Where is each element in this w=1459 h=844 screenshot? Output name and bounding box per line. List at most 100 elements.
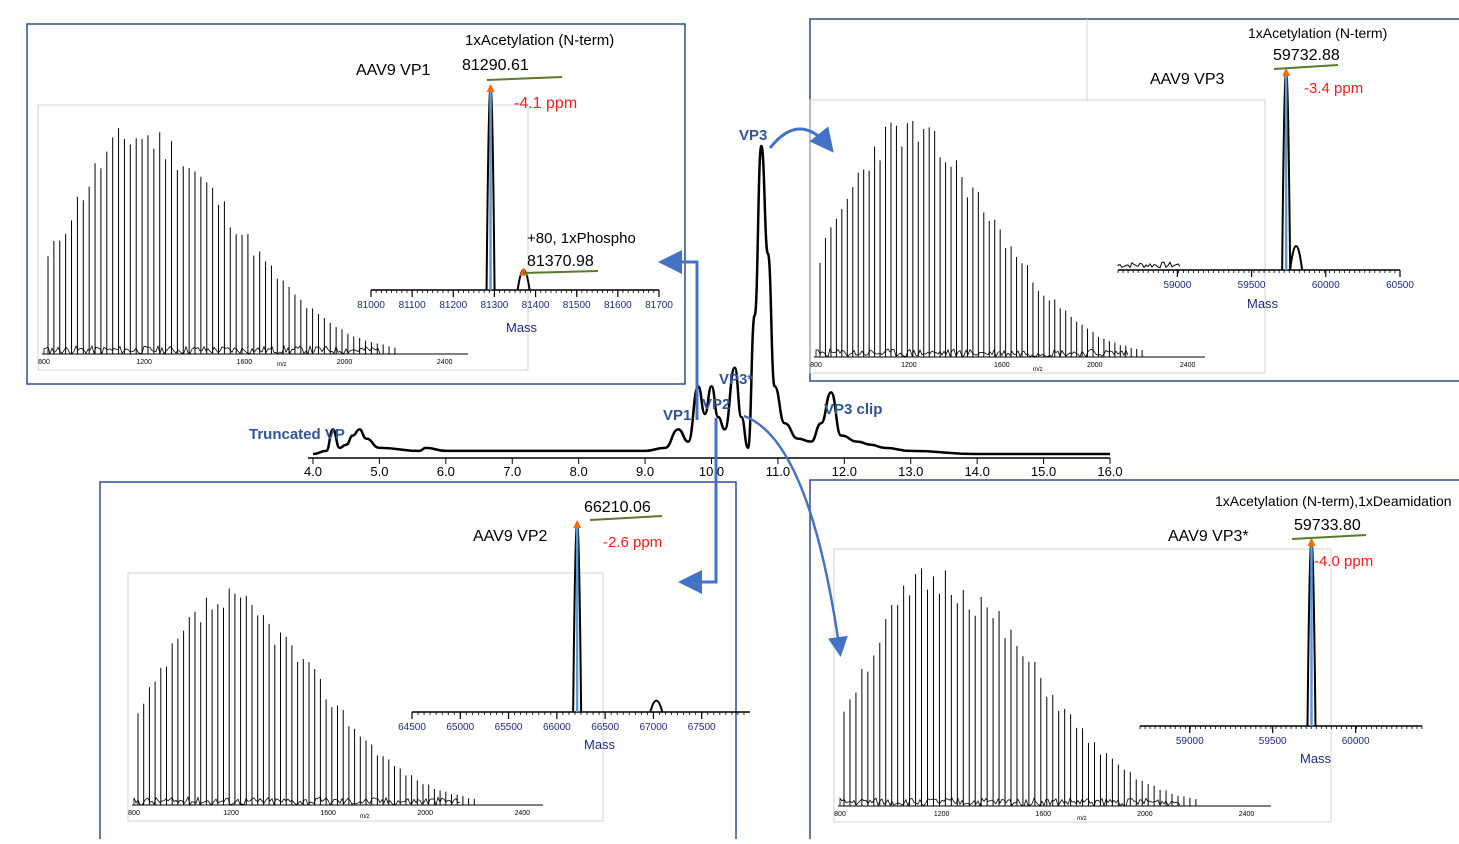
- panel-vp3star-main-underline: [1291, 534, 1367, 540]
- vp3star-mass-tick-label: 60000: [1342, 736, 1370, 747]
- peak-label-vp1: VP1: [663, 407, 691, 424]
- chrom-tick-label: 13.0: [898, 464, 923, 479]
- vp1-mass-tick-label: 81200: [439, 300, 467, 311]
- panel-vp2-mz-frame: [127, 572, 604, 822]
- panel-vp3-mass-spectrum: 59000 59500 60000 60500: [1117, 68, 1414, 291]
- panel-vp1-main-mod: 1xAcetylation (N-term): [465, 32, 614, 49]
- arrow-to-vp3star: [743, 414, 848, 657]
- panel-vp2-mz-label: m/z: [360, 814, 370, 820]
- panel-vp3star-title: AAV9 VP3*: [1168, 528, 1249, 545]
- vp2-mass-peak-triangle: [573, 520, 582, 528]
- chrom-tick-label: 7.0: [503, 464, 521, 479]
- vp2-mass-tick-label: 67000: [640, 722, 668, 733]
- panel-vp2-mz-spectrum: 800 1200 1600 2000 2400: [128, 588, 543, 817]
- vp1-mz-tick: 1200: [136, 359, 152, 366]
- panel-vp3-main-mod: 1xAcetylation (N-term): [1248, 25, 1387, 41]
- vp1-mass-tick-label: 81600: [604, 300, 632, 311]
- panel-vp3-mz-label: m/z: [1033, 367, 1043, 373]
- chrom-tick-label: 14.0: [965, 464, 990, 479]
- arrow-to-vp2: [678, 418, 718, 594]
- vp2-mz-noise: [133, 795, 461, 807]
- chrom-tick-label: 5.0: [370, 464, 388, 479]
- vp3star-mz-tick: 1600: [1035, 811, 1051, 818]
- panel-vp3star-main-mass: 59733.80: [1294, 517, 1361, 534]
- chrom-tick-label: 10.0: [699, 464, 724, 479]
- vp2-mz-tick: 2400: [514, 810, 530, 817]
- chrom-tick-label: 11.0: [766, 464, 790, 479]
- chrom-tick-label: 9.0: [636, 464, 654, 479]
- vp3star-mz-tick: 800: [834, 811, 846, 818]
- vp3star-mz-tick: 2400: [1239, 811, 1255, 818]
- panel-vp3-main-ppm: -3.4 ppm: [1304, 80, 1363, 97]
- vp1-mass-tick-label: 81300: [481, 300, 509, 311]
- connector-arrows: [658, 126, 848, 657]
- vp3-mass-tick-label: 59500: [1238, 280, 1266, 291]
- peak-label-vp3-clip: VP3 clip: [824, 401, 882, 418]
- chrom-tick-label: 6.0: [437, 464, 455, 479]
- vp1-mass-tick-label: 81700: [645, 300, 673, 311]
- panel-vp1-title: AAV9 VP1: [356, 62, 431, 79]
- vp2-mass-tick-label: 66500: [591, 722, 619, 733]
- panel-vp1-mz-spectrum: 800 1200 1600 2000 2400: [38, 128, 468, 366]
- panel-vp3star-main-mod: 1xAcetylation (N-term),1xDeamidation: [1215, 493, 1452, 509]
- vp3-mass-noise: [1117, 261, 1181, 269]
- panel-vp3-main-mass: 59732.88: [1273, 47, 1340, 64]
- chrom-tick-label: 16.0: [1097, 464, 1122, 479]
- panel-vp2-title: AAV9 VP2: [473, 528, 548, 545]
- vp1-mz-tick: 2000: [337, 359, 353, 366]
- panel-vp3star-mz-spectrum: 800 1200 1600 2000 2400: [834, 568, 1271, 818]
- vp2-mass-tick-label: 66000: [543, 722, 571, 733]
- panel-vp2-main-ppm: -2.6 ppm: [603, 534, 662, 551]
- chrom-tick-label: 12.0: [832, 464, 857, 479]
- panel-vp3star-mass-label: Mass: [1300, 751, 1332, 766]
- vp2-mass-tick-label: 65500: [495, 722, 523, 733]
- vp3star-mz-noise: [839, 797, 1181, 808]
- vp3star-mass-tick-label: 59500: [1259, 736, 1287, 747]
- vp2-mz-tick: 800: [128, 810, 140, 817]
- vp1-mass-tick-label: 81500: [563, 300, 591, 311]
- panel-vp1-minor-mod: +80, 1xPhospho: [527, 230, 636, 247]
- vp3star-mass-peak-triangle: [1307, 538, 1316, 546]
- peak-label-truncated: Truncated VP: [249, 426, 345, 443]
- panel-vp3-main-underline: [1273, 64, 1339, 70]
- vp3-mz-tick: 1600: [994, 362, 1010, 369]
- panel-vp1-minor-mass: 81370.98: [527, 253, 594, 270]
- panel-vp2-main-mass: 66210.06: [584, 499, 651, 516]
- vp2-mass-tick-label: 65000: [446, 722, 474, 733]
- chromatogram: 4.0 5.0 6.0 7.0 8.0 9.0 10.0 11.0 12.0 13.0 14.0 15…: [249, 127, 1123, 479]
- vp3-mz-tick: 2400: [1180, 362, 1196, 369]
- chrom-tick-label: 15.0: [1031, 464, 1056, 479]
- panel-vp3-title: AAV9 VP3: [1150, 71, 1225, 88]
- chromatogram-ticks: 4.0 5.0 6.0 7.0 8.0 9.0 10.0 11.0 12.0 13.0 14.0 15…: [304, 458, 1123, 479]
- vp3-mass-peak: [1289, 245, 1304, 271]
- panel-vp2: 800 1200 1600 2000 2400 64500 65000 65500 66000…: [99, 481, 750, 844]
- panel-vp3star: 800 1200 1600 2000 2400 59000 59500 60000 AAV9…: [809, 479, 1459, 844]
- panel-vp3star-frame: [809, 479, 1459, 844]
- vp2-mass-peak: [649, 699, 664, 713]
- vp3-mass-tick-label: 60500: [1386, 280, 1414, 291]
- panel-vp2-mass-spectrum: 64500 65000 65500 66000 66500 67000 67500: [398, 520, 750, 733]
- vp1-mass-tick-label: 81000: [357, 300, 385, 311]
- vp3-mz-tick: 2000: [1087, 362, 1103, 369]
- arrow-to-vp1: [658, 250, 699, 420]
- vp3-mass-peak-triangle: [1282, 68, 1291, 76]
- vp2-mass-tick-label: 67500: [688, 722, 716, 733]
- vp1-mz-noise: [43, 344, 381, 356]
- vp3-mz-tick: 1200: [901, 362, 917, 369]
- panel-vp3star-main-ppm: -4.0 ppm: [1314, 553, 1373, 570]
- panel-vp3-mz-spectrum: 800 1200 1600 2000 2400: [810, 121, 1205, 369]
- panel-vp3star-mass-spectrum: 59000 59500 60000: [1139, 538, 1423, 747]
- chrom-tick-label: 4.0: [304, 464, 322, 479]
- panel-vp2-main-underline: [589, 515, 663, 521]
- peak-label-vp3star: VP3*: [719, 371, 753, 388]
- panel-vp1-mz-label: m/z: [277, 362, 287, 368]
- panel-vp3: 800 1200 1600 2000 2400 59000 59500 60000 60500…: [809, 18, 1459, 382]
- peak-label-vp2: VP2: [702, 396, 730, 413]
- panel-vp1-main-underline: [486, 76, 563, 81]
- vp3star-mz-tick: 1200: [934, 811, 950, 818]
- vp2-mz-tick: 1200: [223, 810, 239, 817]
- peak-label-vp3: VP3: [739, 127, 767, 144]
- panel-vp1-mass-label: Mass: [506, 320, 538, 335]
